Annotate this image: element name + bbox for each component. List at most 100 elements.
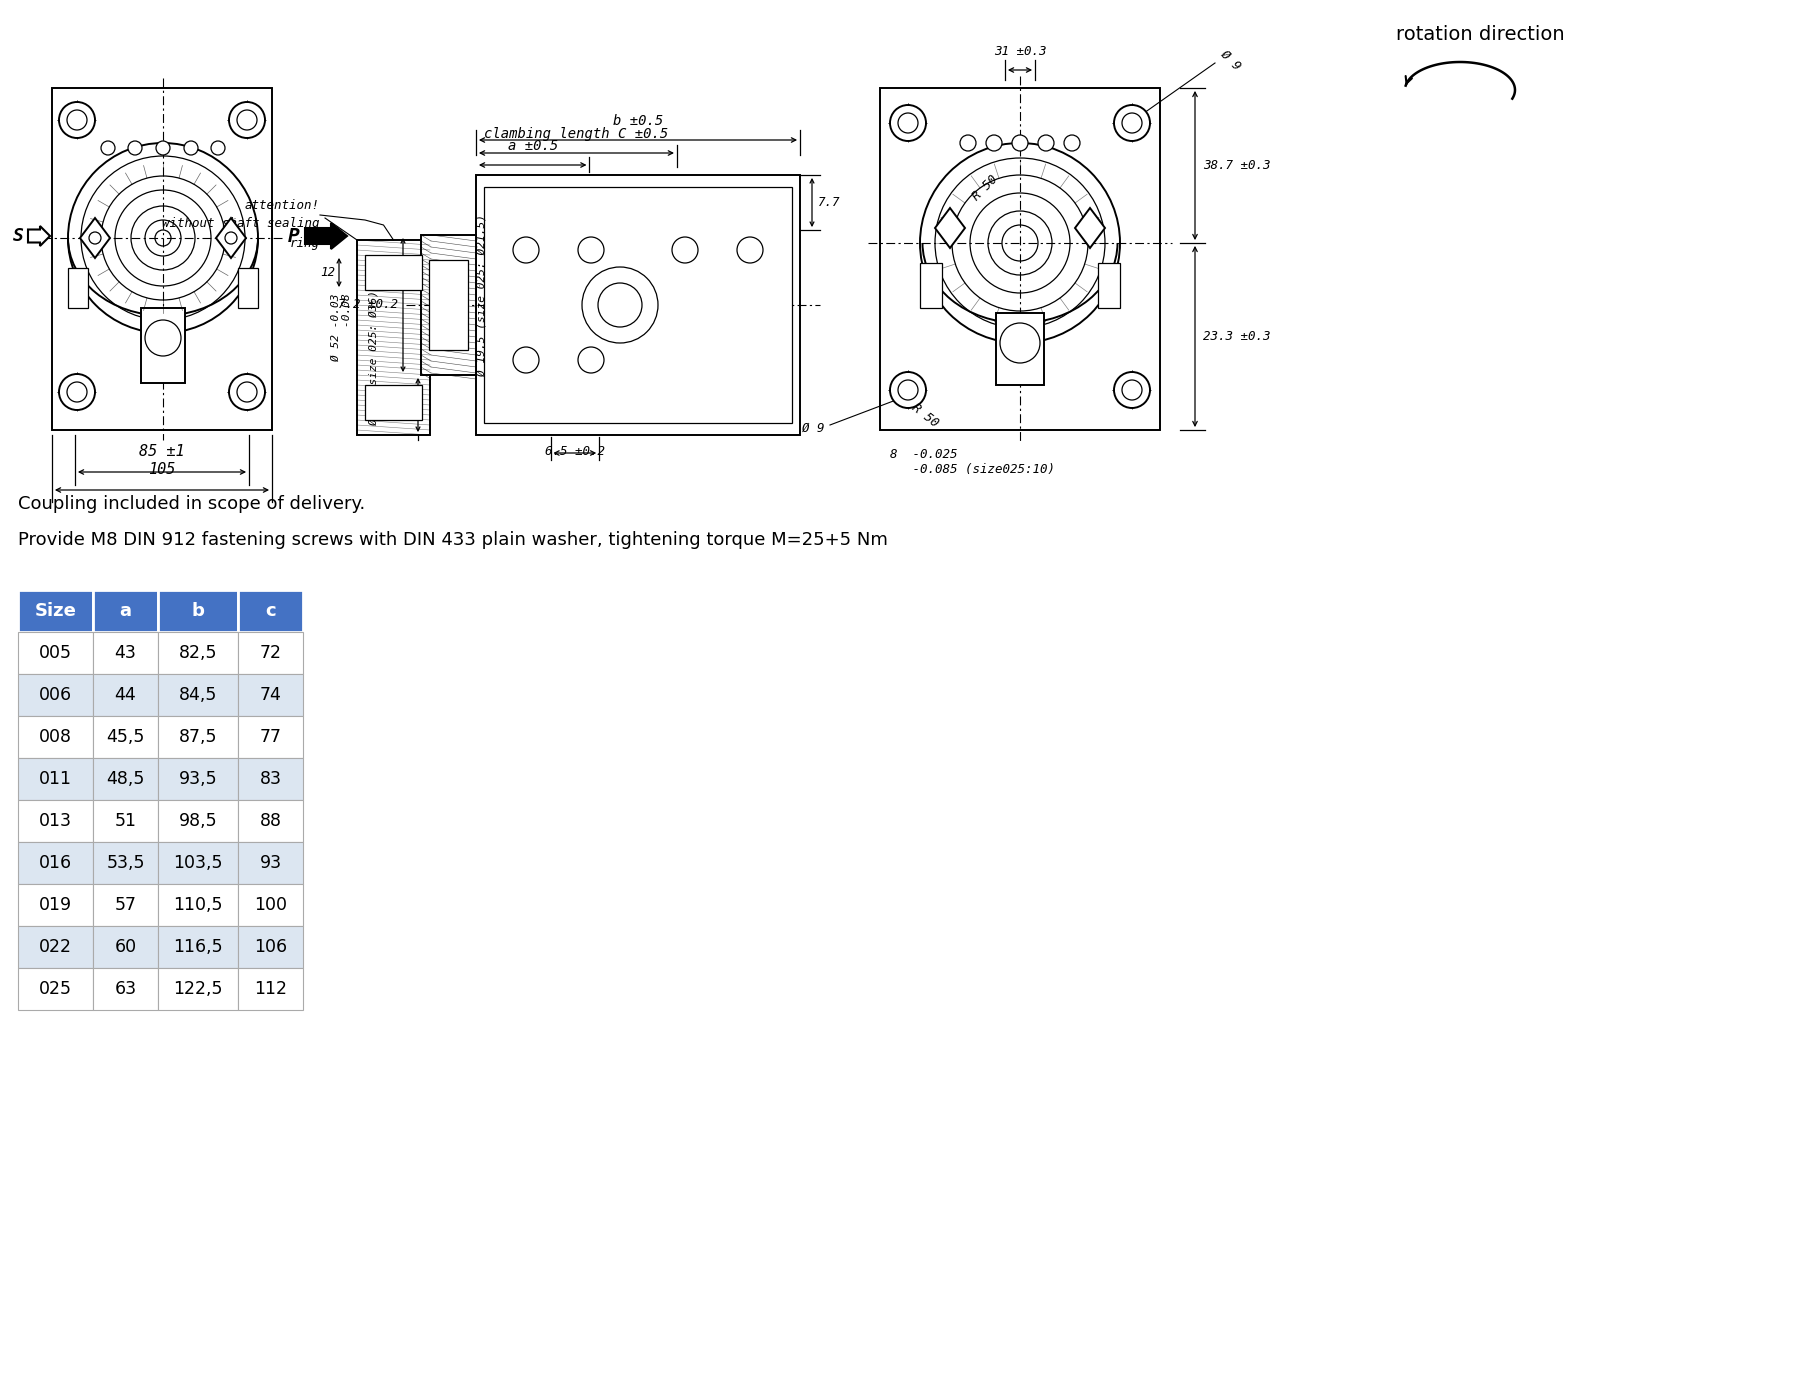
- Bar: [93, 801, 158, 842]
- Text: 106: 106: [253, 938, 287, 956]
- Bar: [239, 801, 304, 842]
- Bar: [93, 884, 158, 926]
- Text: Provide M8 DIN 912 fastening screws with DIN 433 plain washer, tightening torque: Provide M8 DIN 912 fastening screws with…: [18, 531, 887, 549]
- Circle shape: [101, 140, 115, 156]
- Text: 008: 008: [40, 728, 72, 746]
- Circle shape: [598, 284, 641, 327]
- Bar: [18, 674, 93, 716]
- Circle shape: [145, 320, 181, 356]
- Text: attention!: attention!: [244, 199, 320, 213]
- FancyArrow shape: [305, 222, 347, 249]
- Text: a: a: [120, 602, 131, 620]
- Text: 48,5: 48,5: [106, 770, 145, 788]
- Text: 85 ±1: 85 ±1: [138, 443, 185, 459]
- Bar: [997, 313, 1043, 385]
- Text: Ø 9: Ø 9: [1218, 47, 1243, 72]
- Bar: [93, 842, 158, 884]
- Text: 005: 005: [40, 644, 72, 662]
- Circle shape: [514, 238, 539, 263]
- Text: 74: 74: [260, 687, 282, 703]
- Bar: [93, 632, 158, 674]
- Text: 110,5: 110,5: [172, 897, 223, 915]
- Circle shape: [578, 348, 603, 373]
- Text: 83: 83: [259, 770, 282, 788]
- Circle shape: [230, 101, 266, 138]
- Bar: [239, 716, 304, 758]
- Text: P: P: [287, 227, 300, 246]
- Text: 45,5: 45,5: [106, 728, 145, 746]
- Bar: [158, 801, 239, 842]
- Bar: [239, 674, 304, 716]
- Text: c: c: [266, 602, 277, 620]
- Bar: [158, 716, 239, 758]
- Bar: [18, 926, 93, 967]
- Circle shape: [736, 238, 763, 263]
- Text: 3 ±0.2: 3 ±0.2: [368, 399, 413, 411]
- Text: 87,5: 87,5: [180, 728, 217, 746]
- Text: 31 ±0.3: 31 ±0.3: [993, 44, 1047, 58]
- Text: 63: 63: [115, 980, 136, 998]
- Text: 013: 013: [40, 812, 72, 830]
- Bar: [239, 884, 304, 926]
- Bar: [365, 385, 422, 420]
- Text: ring: ring: [289, 238, 320, 250]
- Text: 122,5: 122,5: [172, 980, 223, 998]
- Text: 77: 77: [259, 728, 282, 746]
- Bar: [142, 309, 185, 384]
- Circle shape: [1114, 106, 1149, 140]
- Text: rotation direction: rotation direction: [1395, 25, 1564, 44]
- Circle shape: [514, 348, 539, 373]
- Text: 12: 12: [320, 265, 336, 278]
- Circle shape: [230, 374, 266, 410]
- Circle shape: [1038, 135, 1054, 152]
- Text: 98,5: 98,5: [178, 812, 217, 830]
- Bar: [18, 842, 93, 884]
- Bar: [357, 240, 429, 435]
- Text: 8  -0.025
   -0.085 (size025:10): 8 -0.025 -0.085 (size025:10): [891, 448, 1054, 475]
- Circle shape: [1063, 135, 1079, 152]
- Bar: [1097, 263, 1121, 309]
- Text: 93: 93: [259, 853, 282, 872]
- Circle shape: [59, 101, 95, 138]
- Text: 112: 112: [253, 980, 287, 998]
- Circle shape: [1114, 373, 1149, 409]
- Text: 82,5: 82,5: [180, 644, 217, 662]
- Text: 53,5: 53,5: [106, 853, 145, 872]
- Text: 72: 72: [259, 644, 282, 662]
- Text: R 50: R 50: [909, 400, 941, 430]
- Text: Ø 52 -0.03
        -0.08: Ø 52 -0.03 -0.08: [330, 293, 352, 381]
- Bar: [483, 188, 792, 423]
- Bar: [93, 716, 158, 758]
- Bar: [920, 263, 941, 309]
- Text: 43: 43: [115, 644, 136, 662]
- Bar: [18, 967, 93, 1011]
- Bar: [18, 716, 93, 758]
- Circle shape: [156, 140, 171, 156]
- Bar: [93, 967, 158, 1011]
- Bar: [239, 758, 304, 801]
- Bar: [158, 884, 239, 926]
- Text: b ±0.5: b ±0.5: [612, 114, 663, 128]
- Circle shape: [1000, 322, 1040, 363]
- Polygon shape: [936, 208, 964, 247]
- Bar: [239, 589, 304, 632]
- Bar: [365, 254, 422, 291]
- Circle shape: [986, 135, 1002, 152]
- Text: 011: 011: [40, 770, 72, 788]
- Bar: [18, 758, 93, 801]
- Bar: [239, 967, 304, 1011]
- Circle shape: [183, 140, 198, 156]
- Text: 103,5: 103,5: [172, 853, 223, 872]
- Bar: [93, 674, 158, 716]
- FancyArrow shape: [29, 227, 50, 246]
- Text: 022: 022: [40, 938, 72, 956]
- Bar: [158, 674, 239, 716]
- Text: b: b: [192, 602, 205, 620]
- Text: clambing length C ±0.5: clambing length C ±0.5: [485, 126, 668, 140]
- Polygon shape: [81, 218, 110, 259]
- Circle shape: [59, 374, 95, 410]
- Text: 57: 57: [115, 897, 136, 915]
- Bar: [18, 632, 93, 674]
- Bar: [18, 801, 93, 842]
- Circle shape: [961, 135, 975, 152]
